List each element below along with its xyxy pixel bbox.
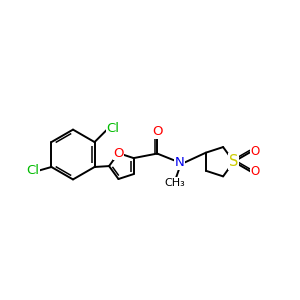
Text: O: O <box>250 165 260 178</box>
Text: O: O <box>113 147 124 160</box>
Text: O: O <box>152 125 163 138</box>
Text: O: O <box>250 145 260 158</box>
Text: Cl: Cl <box>26 164 39 177</box>
Text: S: S <box>229 154 239 169</box>
Text: CH₃: CH₃ <box>164 178 185 188</box>
Text: Cl: Cl <box>106 122 120 135</box>
Text: N: N <box>175 156 185 169</box>
